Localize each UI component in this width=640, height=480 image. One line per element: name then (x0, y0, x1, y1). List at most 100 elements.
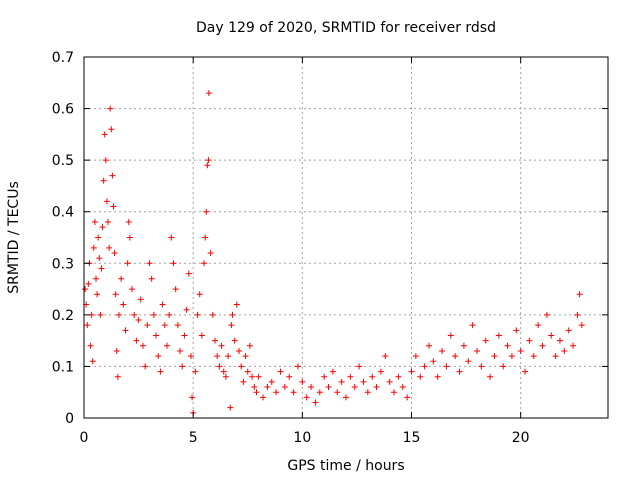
data-point (246, 342, 253, 349)
data-point (122, 327, 129, 334)
data-point (574, 311, 581, 318)
data-point (491, 353, 498, 360)
data-point (201, 260, 208, 267)
data-point (312, 399, 319, 406)
data-point (439, 347, 446, 354)
data-point (131, 311, 138, 318)
x-tick-label: 15 (403, 430, 421, 446)
data-point (108, 126, 115, 133)
data-point (146, 260, 153, 267)
data-point (90, 244, 97, 251)
data-point (102, 157, 109, 164)
data-point (183, 306, 190, 313)
data-point (113, 347, 120, 354)
data-point (543, 311, 550, 318)
data-point (434, 373, 441, 380)
data-point (456, 368, 463, 375)
tick-marks (83, 56, 608, 419)
data-point (303, 394, 310, 401)
data-point (465, 358, 472, 365)
data-point (187, 353, 194, 360)
data-point (126, 234, 133, 241)
plot-frame (83, 56, 609, 419)
data-point (277, 368, 284, 375)
data-point (286, 373, 293, 380)
data-point (218, 342, 225, 349)
data-point (216, 363, 223, 370)
data-point (452, 353, 459, 360)
data-point (209, 311, 216, 318)
data-point (399, 384, 406, 391)
data-point (443, 363, 450, 370)
data-point (231, 337, 238, 344)
data-point (281, 384, 288, 391)
data-point (114, 373, 121, 380)
y-tick-label: 0.1 (52, 359, 74, 375)
data-point (351, 384, 358, 391)
data-point (214, 353, 221, 360)
data-point (347, 373, 354, 380)
data-point (227, 404, 234, 411)
data-point (155, 353, 162, 360)
data-point (204, 162, 211, 169)
y-tick-label: 0.7 (52, 50, 74, 66)
data-point (321, 373, 328, 380)
data-point (522, 368, 529, 375)
data-point (133, 337, 140, 344)
data-point (552, 353, 559, 360)
y-tick-label: 0.6 (52, 102, 74, 118)
data-point (240, 378, 247, 385)
data-point (242, 353, 249, 360)
data-point (299, 378, 306, 385)
data-point (325, 384, 332, 391)
data-point (148, 275, 155, 282)
data-point (129, 286, 136, 293)
data-point (430, 358, 437, 365)
data-point (260, 394, 267, 401)
data-point (157, 368, 164, 375)
data-point (290, 389, 297, 396)
data-point (202, 234, 209, 241)
data-point (316, 389, 323, 396)
data-point (120, 301, 127, 308)
data-point (334, 389, 341, 396)
data-point (364, 389, 371, 396)
data-point (192, 368, 199, 375)
data-point (82, 286, 89, 293)
data-point (222, 373, 229, 380)
data-point (212, 337, 218, 344)
data-point (377, 368, 384, 375)
data-point (356, 363, 363, 370)
data-point (185, 270, 192, 277)
chart-title: Day 129 of 2020, SRMTID for receiver rds… (196, 20, 496, 36)
y-tick-label: 0.4 (52, 205, 74, 221)
x-axis-label: GPS time / hours (287, 458, 404, 474)
data-point (253, 389, 260, 396)
data-point (207, 249, 214, 256)
data-point (343, 394, 349, 401)
data-point (425, 342, 432, 349)
data-point (105, 219, 112, 226)
y-axis-label: SRMTID / TECUs (6, 181, 22, 294)
data-point (166, 311, 173, 318)
data-point (153, 332, 160, 339)
data-point (194, 311, 201, 318)
data-point (125, 219, 132, 226)
data-point (93, 275, 100, 282)
data-point (495, 332, 502, 339)
data-point (539, 342, 546, 349)
data-point (106, 244, 113, 251)
data-point (168, 234, 175, 241)
data-point (107, 105, 114, 112)
data-point (535, 322, 542, 329)
data-point (205, 90, 212, 97)
data-point (548, 332, 555, 339)
data-point (460, 342, 467, 349)
data-point (89, 358, 96, 365)
data-point (251, 384, 258, 391)
data-point (159, 301, 166, 308)
data-point (101, 131, 108, 138)
data-point (144, 322, 151, 329)
